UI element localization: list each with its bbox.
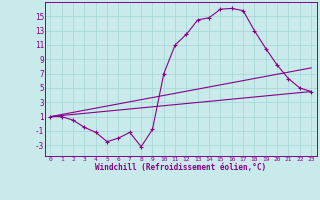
X-axis label: Windchill (Refroidissement éolien,°C): Windchill (Refroidissement éolien,°C)	[95, 163, 266, 172]
